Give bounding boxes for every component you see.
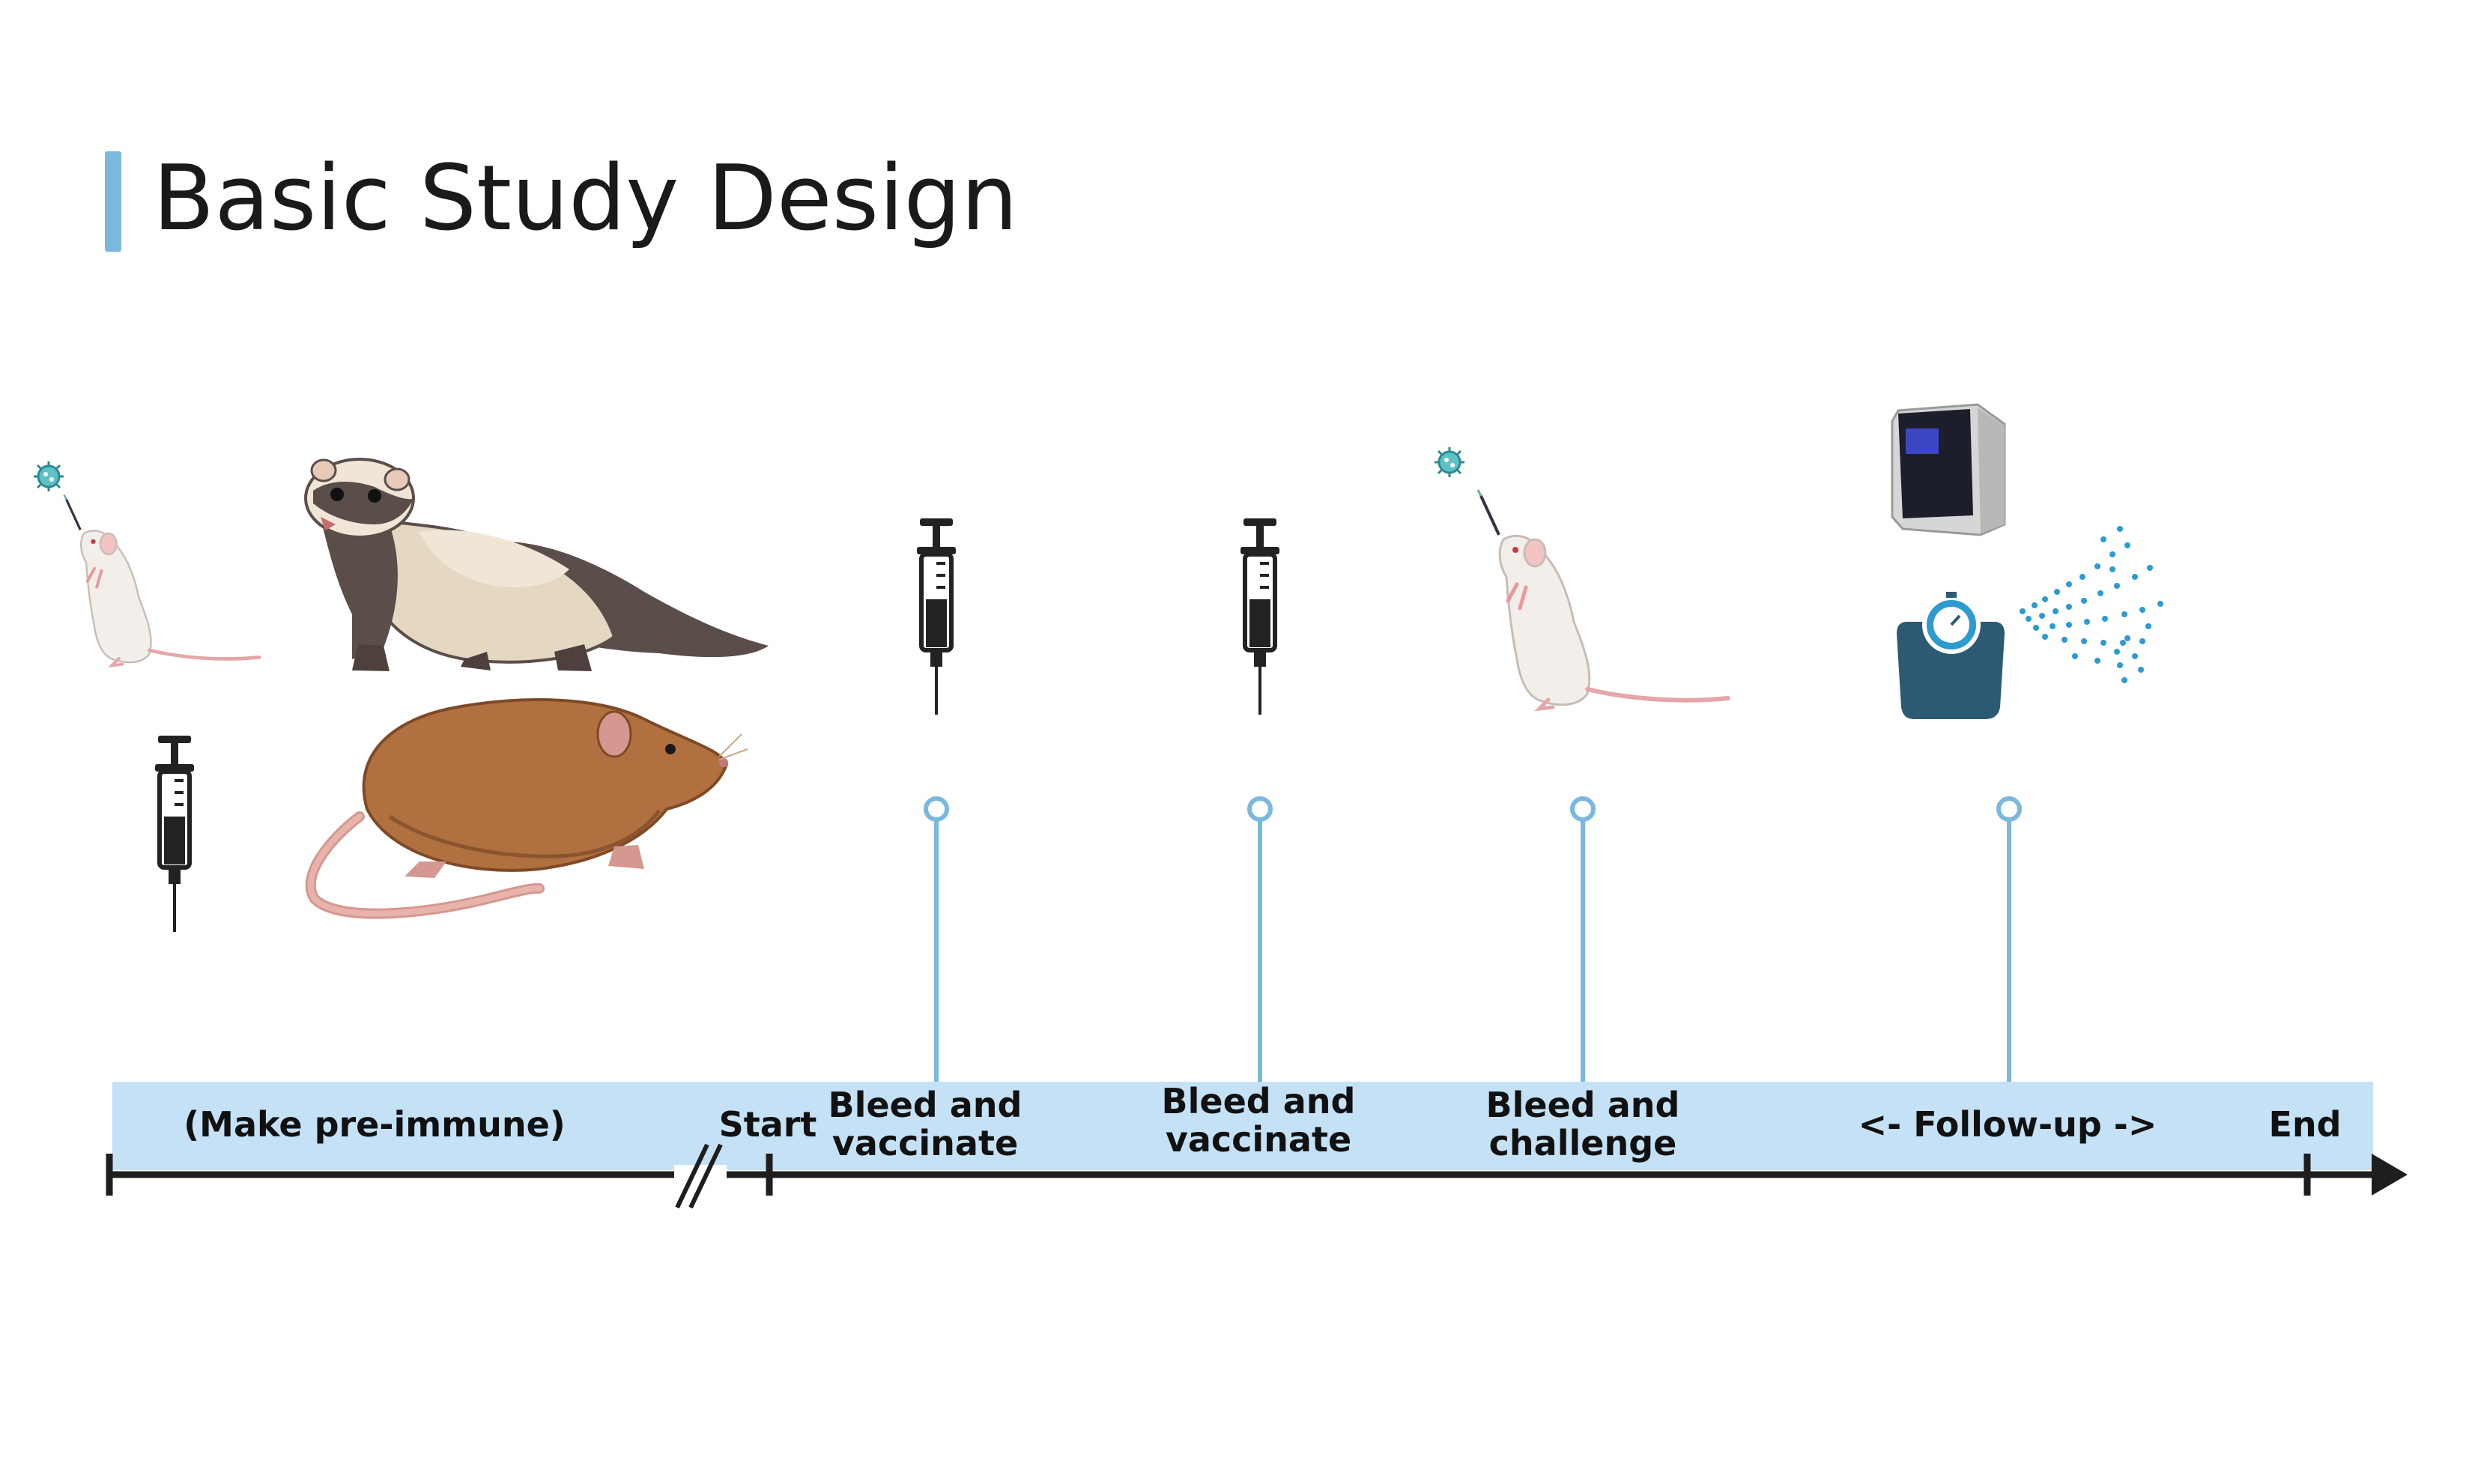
title-accent-bar bbox=[105, 151, 121, 252]
start-label: Start bbox=[719, 1104, 817, 1145]
event-1-label-line2: vaccinate bbox=[832, 1123, 1018, 1163]
analyzer-device-icon bbox=[1891, 403, 2006, 536]
hamster-icon bbox=[305, 698, 748, 919]
timeline-axis bbox=[106, 1154, 2382, 1196]
syringe-icon bbox=[917, 518, 956, 715]
event-2-illustration bbox=[1240, 518, 1279, 715]
pre-phase-illustrations bbox=[32, 458, 769, 932]
event-1-label-line1: Bleed and bbox=[828, 1085, 1023, 1125]
mouse-inoculation-icon bbox=[64, 495, 259, 666]
syringe-icon bbox=[1240, 518, 1279, 715]
event-2-label-line1: Bleed and bbox=[1162, 1081, 1356, 1121]
event-3-label-line2: challenge bbox=[1489, 1123, 1677, 1163]
weight-scale-icon bbox=[1897, 592, 2005, 719]
page-title: Basic Study Design bbox=[153, 147, 1018, 251]
timeline-band bbox=[112, 1082, 2373, 1170]
mouse-inoculation-icon bbox=[1478, 490, 1728, 709]
virus-icon bbox=[32, 460, 65, 493]
event-3-illustration bbox=[1433, 446, 1728, 709]
timeline-arrowhead bbox=[2372, 1154, 2408, 1196]
event-pins bbox=[924, 796, 2022, 1088]
end-label: End bbox=[2268, 1104, 2341, 1145]
axis-break-mark bbox=[674, 1143, 727, 1209]
event-3-label-line1: Bleed and bbox=[1486, 1085, 1680, 1125]
syringe-icon bbox=[155, 736, 194, 932]
ferret-icon bbox=[304, 458, 769, 671]
follow-up-label: <- Follow-up -> bbox=[1858, 1104, 2157, 1145]
event-2-label-line2: vaccinate bbox=[1166, 1119, 1351, 1160]
virus-icon bbox=[1433, 446, 1466, 479]
aerosol-spray-icon bbox=[2020, 526, 2163, 683]
event-1-illustration bbox=[917, 518, 956, 715]
pre-immune-phase-label: (Make pre-immune) bbox=[184, 1104, 566, 1145]
event-4-illustration bbox=[1891, 403, 2163, 719]
